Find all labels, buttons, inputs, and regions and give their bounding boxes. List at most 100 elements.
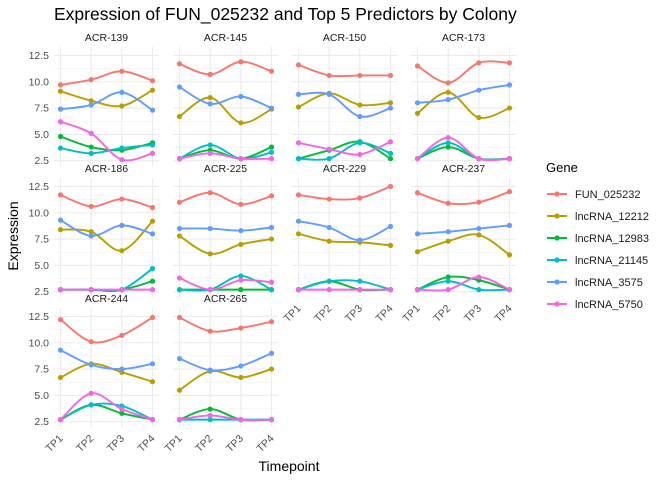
data-point	[326, 156, 332, 162]
legend-item-fun-025232: FUN_025232	[547, 189, 640, 201]
series-fun-025232	[295, 62, 394, 79]
series-lncrna-3575	[295, 91, 394, 120]
data-point	[387, 105, 394, 111]
data-point	[176, 314, 183, 321]
data-point	[387, 183, 394, 190]
data-point	[88, 102, 94, 108]
data-point	[357, 102, 363, 108]
y-tick-label: 12.5	[29, 181, 50, 193]
data-point	[506, 60, 513, 66]
data-point	[176, 275, 183, 281]
series-lncrna-5750	[295, 287, 394, 293]
series-line	[179, 274, 272, 292]
panel-acr-225: ACR-225	[173, 163, 278, 297]
data-point	[238, 201, 244, 207]
series-line	[60, 402, 153, 421]
data-point	[445, 80, 451, 86]
y-tick-label: 10.0	[29, 337, 50, 349]
data-point	[238, 374, 244, 381]
series-fun-025232	[176, 190, 275, 207]
data-point	[414, 231, 421, 237]
data-point	[149, 78, 156, 84]
data-point	[238, 228, 244, 234]
series-line	[179, 86, 272, 109]
data-point	[119, 103, 125, 109]
data-point	[295, 192, 302, 198]
series-line	[298, 140, 391, 160]
data-point	[119, 332, 125, 338]
data-point	[207, 190, 213, 196]
x-tick-label: TP2	[193, 433, 215, 455]
data-point	[149, 314, 156, 321]
data-point	[387, 223, 394, 230]
data-point	[57, 217, 64, 223]
panel-grid	[173, 47, 278, 166]
data-point	[506, 82, 513, 88]
panel-strip-label: ACR-186	[85, 163, 128, 175]
series-lncrna-12212	[414, 232, 513, 258]
x-tick-label: TP3	[105, 433, 127, 455]
x-tick-label: TP4	[374, 303, 396, 325]
series-line	[178, 96, 272, 124]
panel-grid	[173, 308, 278, 427]
data-point	[445, 278, 451, 284]
data-point	[506, 189, 513, 195]
data-point	[57, 417, 64, 423]
data-point	[357, 140, 363, 146]
data-point	[326, 72, 332, 79]
data-point	[149, 87, 156, 93]
legend-item-lncrna-5750: lncRNA_5750	[547, 299, 643, 311]
y-tick-label: 10.0	[29, 76, 50, 88]
series-line	[60, 143, 153, 155]
data-point	[119, 248, 125, 254]
legend-item-label: FUN_025232	[575, 189, 640, 201]
data-point	[326, 278, 332, 284]
data-point	[476, 87, 482, 93]
data-point	[387, 100, 394, 106]
series-line	[179, 277, 272, 291]
series-line	[417, 83, 510, 104]
series-fun-025232	[57, 68, 156, 88]
data-point	[268, 224, 275, 231]
series-line	[416, 60, 510, 84]
series-lncrna-3575	[414, 82, 513, 106]
data-point	[357, 287, 363, 293]
series-line	[417, 280, 510, 292]
panel-acr-237: ACR-237 TP1 TP2 TP3 TP4	[401, 163, 516, 325]
data-point	[176, 113, 183, 120]
series-lncrna-12212	[176, 233, 275, 257]
data-point	[268, 68, 275, 74]
legend-item-label: lncRNA_12983	[575, 233, 649, 245]
data-point	[57, 287, 64, 293]
data-point	[207, 328, 213, 334]
series-lncrna-12212	[57, 87, 156, 109]
series-line	[417, 190, 510, 206]
panel-strip-label: ACR-265	[204, 293, 247, 305]
x-tick-label: TP2	[74, 433, 96, 455]
panel-acr-229: ACR-229 TP1 TP2 TP3 TP4	[282, 163, 397, 325]
series-line	[179, 152, 272, 160]
legend-item-lncrna-12212: lncRNA_12212	[547, 211, 649, 223]
data-point	[149, 142, 156, 148]
series-line	[60, 193, 153, 209]
series-line	[60, 349, 153, 371]
data-point	[414, 63, 421, 69]
panel-strip-label: ACR-173	[442, 32, 485, 44]
y-tick-label: 2.5	[34, 155, 49, 167]
data-point	[238, 363, 244, 369]
data-point	[357, 72, 363, 79]
data-point	[268, 144, 275, 150]
panel-acr-186: ACR-186 2.5 5.0 7.5 10.0 12.5	[29, 163, 159, 298]
data-point	[207, 367, 213, 373]
data-point	[57, 316, 64, 323]
data-point	[268, 417, 275, 423]
data-point	[119, 145, 125, 151]
panel-grid	[173, 178, 278, 297]
y-tick-label: 12.5	[29, 50, 50, 62]
y-axis-title: Expression	[5, 201, 21, 270]
data-point	[88, 98, 94, 104]
data-point	[88, 150, 94, 156]
x-tick-label: TP1	[401, 303, 423, 325]
data-point	[119, 157, 125, 163]
data-point	[119, 222, 125, 228]
